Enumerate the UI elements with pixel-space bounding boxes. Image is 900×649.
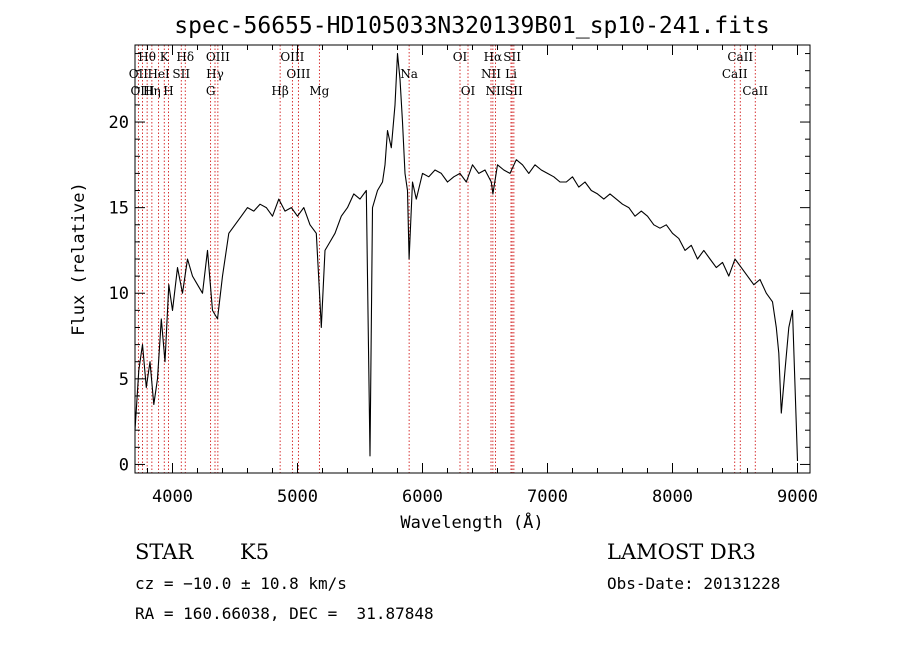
- y-tick-label: 15: [109, 199, 129, 219]
- y-tick-label: 5: [119, 370, 129, 390]
- line-label-3: K: [160, 50, 170, 64]
- chart-title: spec-56655-HD105033N320139B01_sp10-241.f…: [174, 13, 769, 39]
- line-label-15: Mg: [309, 84, 329, 98]
- x-tick-label: 4000: [152, 487, 193, 507]
- x-tick-label: 7000: [527, 487, 568, 507]
- line-label-22: SII: [503, 50, 521, 64]
- line-label-19: Hα: [484, 50, 503, 64]
- line-label-26: CaII: [722, 67, 748, 81]
- y-tick-label: 10: [109, 284, 129, 304]
- line-label-16: Na: [400, 67, 418, 81]
- x-axis-ticks: 4000 5000 6000 7000 8000 9000: [147, 45, 818, 507]
- line-label-4: HeI: [147, 67, 170, 81]
- line-label-18: OI: [461, 84, 476, 98]
- y-tick-label: 20: [109, 113, 129, 133]
- line-label-7: SII: [172, 67, 190, 81]
- line-label-0: Hθ: [138, 50, 156, 64]
- x-tick-label: 6000: [402, 487, 443, 507]
- line-label-12: OIII: [280, 50, 304, 64]
- x-tick-label: 9000: [777, 487, 818, 507]
- y-axis-ticks: 0 5 10 15 20: [109, 53, 810, 475]
- y-tick-label: 0: [119, 455, 129, 475]
- y-axis-label: Flux (relative): [69, 182, 89, 336]
- line-label-17: OI: [453, 50, 468, 64]
- line-label-10: Hγ: [206, 67, 224, 81]
- line-label-8: H: [163, 84, 173, 98]
- line-label-13: OIII: [286, 67, 310, 81]
- series-group: [134, 53, 799, 462]
- line-label-11: G: [206, 84, 216, 98]
- obs-date: Obs-Date: 20131228: [607, 574, 781, 593]
- survey-name: LAMOST DR3: [607, 540, 756, 564]
- line-label-24: SII: [505, 84, 523, 98]
- plot-frame: [134, 44, 811, 474]
- object-subclass: K5: [240, 540, 270, 564]
- line-label-14: Hβ: [271, 84, 288, 98]
- x-tick-label: 8000: [652, 487, 693, 507]
- line-label-20: NII: [481, 67, 501, 81]
- object-class: STAR: [135, 540, 194, 564]
- redshift-text: cz = −10.0 ± 10.8 km/s: [135, 574, 347, 593]
- line-label-9: OIII: [206, 50, 230, 64]
- ra-dec-text: RA = 160.66038, DEC = 31.87848: [135, 604, 434, 623]
- x-axis-label: Wavelength (Å): [400, 511, 543, 533]
- line-label-21: NII: [486, 84, 506, 98]
- line-label-6: Hδ: [176, 50, 194, 64]
- line-label-25: CaII: [727, 50, 753, 64]
- line-label-23: Li: [505, 67, 517, 81]
- series-line-spectrum: [134, 53, 799, 462]
- line-label-1: OII: [129, 67, 149, 81]
- x-tick-label: 5000: [277, 487, 318, 507]
- line-label-5: Hη: [143, 84, 161, 98]
- line-markers: [137, 45, 756, 473]
- line-label-27: CaII: [742, 84, 768, 98]
